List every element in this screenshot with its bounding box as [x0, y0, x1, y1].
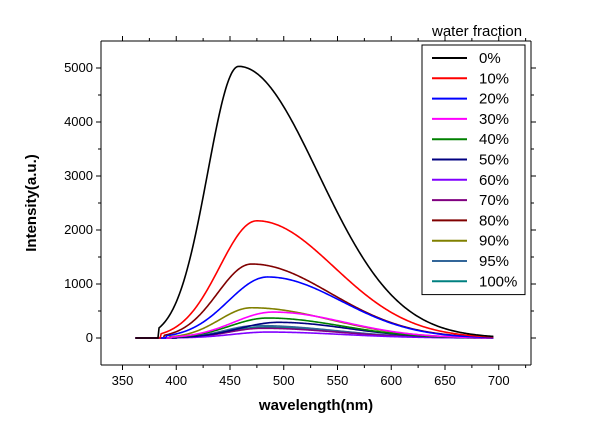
- x-axis-title: wavelength(nm): [258, 397, 373, 414]
- x-tick-label: 350: [112, 373, 134, 388]
- legend-label: 50%: [479, 152, 509, 169]
- y-tick-label: 3000: [64, 168, 93, 183]
- legend-label: 95%: [479, 253, 509, 270]
- legend-label: 0%: [479, 50, 501, 67]
- y-tick-label: 5000: [64, 60, 93, 75]
- x-tick-label: 650: [434, 373, 456, 388]
- legend-label: 10%: [479, 70, 509, 87]
- legend-title: water fraction: [431, 23, 522, 40]
- x-axis-ticks: 350 400 450 500 550 600 650 700: [112, 36, 527, 388]
- x-tick-label: 400: [165, 373, 187, 388]
- y-axis-ticks: 0 1000 2000 3000 4000 5000: [64, 60, 536, 345]
- x-tick-label: 600: [380, 373, 402, 388]
- legend-box: [421, 44, 526, 296]
- y-axis-title: Intensity(a.u.): [23, 154, 40, 252]
- y-tick-label: 2000: [64, 222, 93, 237]
- legend-label: 70%: [479, 192, 509, 209]
- x-tick-label: 500: [273, 373, 295, 388]
- y-tick-label: 1000: [64, 276, 93, 291]
- legend-label: 90%: [479, 233, 509, 250]
- x-tick-label: 450: [219, 373, 241, 388]
- y-tick-label: 0: [86, 330, 93, 345]
- legend-label: 40%: [479, 131, 509, 148]
- y-tick-label: 4000: [64, 114, 93, 129]
- x-tick-label: 550: [327, 373, 349, 388]
- series-line: [135, 276, 494, 339]
- legend-label: 30%: [479, 111, 509, 128]
- legend: water fraction 0% 10% 20% 30% 40% 50% 60% 70% 80…: [421, 23, 526, 296]
- legend-items: 0% 10% 20% 30% 40% 50% 60% 70% 80% 90% 95% 100%: [432, 50, 517, 290]
- legend-label: 80%: [479, 212, 509, 229]
- series-line: [135, 331, 494, 339]
- legend-label: 100%: [479, 273, 517, 290]
- x-tick-label: 700: [488, 373, 510, 388]
- legend-label: 60%: [479, 172, 509, 189]
- series-lines: [135, 65, 494, 339]
- legend-label: 20%: [479, 91, 509, 108]
- series-line: [135, 311, 494, 339]
- series-line: [135, 65, 494, 339]
- series-line: [135, 220, 494, 339]
